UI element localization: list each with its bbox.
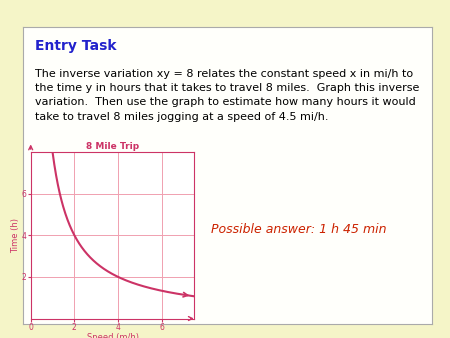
- Text: The inverse variation xy = 8 relates the constant speed x in mi/h to
the time y : The inverse variation xy = 8 relates the…: [35, 69, 419, 122]
- Title: 8 Mile Trip: 8 Mile Trip: [86, 142, 139, 151]
- X-axis label: Speed (m/h): Speed (m/h): [86, 333, 139, 338]
- Text: Possible answer: 1 h 45 min: Possible answer: 1 h 45 min: [211, 223, 387, 236]
- Y-axis label: Time (h): Time (h): [11, 218, 20, 253]
- Text: Entry Task: Entry Task: [35, 39, 116, 53]
